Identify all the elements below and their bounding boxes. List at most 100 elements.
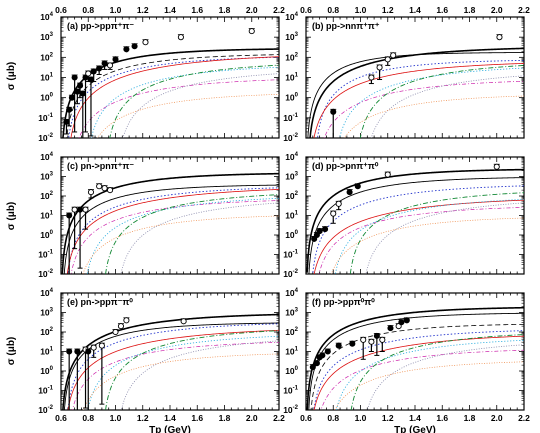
x-tick-label: 1.6 [191, 5, 203, 15]
y-tick-label: 104 [40, 152, 53, 162]
x-axis-label: Tp (GeV) [394, 425, 436, 433]
data-point [96, 65, 103, 72]
y-tick-label: 102 [40, 191, 53, 201]
x-tick-label: 2.0 [491, 5, 503, 15]
x-tick-label: 1.8 [464, 413, 476, 423]
y-tick-label: 100 [40, 93, 53, 103]
data-point [379, 336, 386, 343]
data-point [123, 317, 130, 324]
x-tick-label: 1.6 [191, 413, 203, 423]
panel-1: 10-2 10-1 100 101 102 103 104 0.6 0.8 1.0 1.2 1.4 1.… [283, 5, 530, 143]
panel-2: 10-2 10-1 100 101 102 103 104 σ (μb) (c) pn->pnπ… [6, 152, 280, 279]
curve-magenta-dashdot [72, 342, 279, 410]
data-point [66, 106, 73, 113]
panel-0: 10-2 10-1 100 101 102 103 104 0.6 0.8 1.0 1.2 1.4 1.… [6, 5, 285, 143]
data-point [63, 118, 70, 125]
y-tick-label: 100 [285, 366, 298, 376]
curve-red-solid [313, 63, 524, 138]
x-tick-label: 1.8 [464, 5, 476, 15]
y-tick-label: 101 [40, 73, 53, 83]
data-point [403, 317, 410, 324]
data-point [131, 43, 138, 50]
data-point [142, 39, 149, 46]
curve-black-thick [61, 172, 279, 274]
plot-area [306, 163, 524, 274]
curve-blue-dot [313, 330, 524, 410]
data-point [313, 360, 320, 367]
x-tick-label: 1.4 [164, 413, 176, 423]
curve-black-thin [63, 322, 279, 410]
plot-area [307, 34, 524, 138]
y-axis-label: σ (μb) [6, 202, 17, 231]
x-tick-label: 1.0 [355, 413, 367, 423]
curve-green-dashdot [349, 192, 524, 274]
x-tick-label: 1.6 [436, 413, 448, 423]
y-tick-label: 100 [40, 366, 53, 376]
data-point [74, 348, 81, 355]
data-point [77, 206, 84, 213]
x-tick-label: 1.2 [382, 413, 394, 423]
x-tick-label: 0.8 [82, 5, 94, 15]
curve-orange-dot [343, 95, 524, 138]
y-tick-label: 101 [40, 211, 53, 221]
data-point [387, 325, 394, 332]
y-tick-label: 10-2 [38, 133, 53, 143]
data-point [71, 74, 78, 81]
curve-black-thick [306, 306, 524, 410]
x-tick-label: 1.8 [219, 413, 231, 423]
data-point [335, 342, 342, 349]
data-point [123, 46, 130, 53]
curve-cyan-dot [87, 197, 279, 274]
data-point [376, 64, 383, 71]
data-point [324, 348, 331, 355]
x-tick-label: 2.2 [518, 5, 530, 15]
curve-black-thick [62, 313, 279, 410]
curve-magenta-dashdot [70, 200, 279, 274]
y-tick-label: 10-2 [283, 269, 298, 279]
plot-area [61, 172, 279, 274]
data-point [77, 82, 84, 89]
y-tick-label: 103 [40, 308, 53, 318]
panel-title: (c) pn->pnπ⁺π⁻ [67, 161, 134, 171]
data-point [384, 56, 391, 63]
data-point [309, 364, 316, 371]
x-tick-label: 0.8 [82, 413, 94, 423]
x-tick-label: 1.4 [164, 5, 176, 15]
data-point [107, 187, 114, 194]
y-tick-label: 104 [285, 152, 298, 162]
data-point [390, 52, 397, 59]
plot-frame [305, 292, 525, 411]
data-point [66, 348, 73, 355]
curve-blue-dot [67, 187, 279, 274]
x-tick-label: 0.8 [327, 413, 339, 423]
curve-black-dash [310, 323, 524, 410]
curve-magenta-dashdot [323, 80, 524, 138]
curve-blue-dot [312, 185, 524, 274]
curve-black-thick [62, 48, 279, 138]
data-point [79, 90, 86, 97]
data-point [330, 210, 337, 217]
data-point [112, 56, 119, 63]
plot-area [62, 313, 279, 410]
y-tick-label: 10-1 [38, 113, 53, 123]
panel-5: 10-2 10-1 100 101 102 103 104 0.6 0.8 1.0 1.2 1.4 1.… [283, 288, 530, 433]
curve-gray-dot [120, 202, 279, 274]
curve-red-solid [66, 189, 279, 274]
panel-title: (a) pp->ppπ⁺π⁻ [67, 21, 134, 31]
x-tick-label: 1.0 [110, 5, 122, 15]
panel-title: (e) pn->ppπ⁻π⁰ [67, 297, 133, 307]
y-tick-label: 10-2 [283, 133, 298, 143]
data-point [74, 88, 81, 95]
plot-area [306, 306, 524, 410]
y-tick-label: 103 [40, 32, 53, 42]
data-point [101, 185, 108, 192]
curve-red-solid [313, 335, 524, 410]
curve-orange-dot [330, 217, 524, 274]
y-tick-label: 104 [40, 288, 53, 298]
data-point [112, 328, 119, 336]
x-tick-label: 1.8 [219, 5, 231, 15]
x-tick-label: 2.2 [273, 413, 285, 423]
data-point [71, 206, 78, 213]
curve-magenta-dashdot [318, 207, 524, 274]
data-point [319, 352, 326, 359]
